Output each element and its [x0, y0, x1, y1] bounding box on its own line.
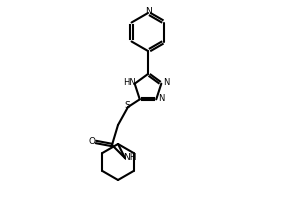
Text: HN: HN: [123, 78, 136, 87]
Text: NH: NH: [123, 152, 137, 162]
Text: S: S: [124, 101, 130, 110]
Text: O: O: [88, 138, 95, 146]
Text: N: N: [163, 78, 170, 87]
Text: N: N: [145, 7, 152, 16]
Text: N: N: [158, 94, 164, 103]
